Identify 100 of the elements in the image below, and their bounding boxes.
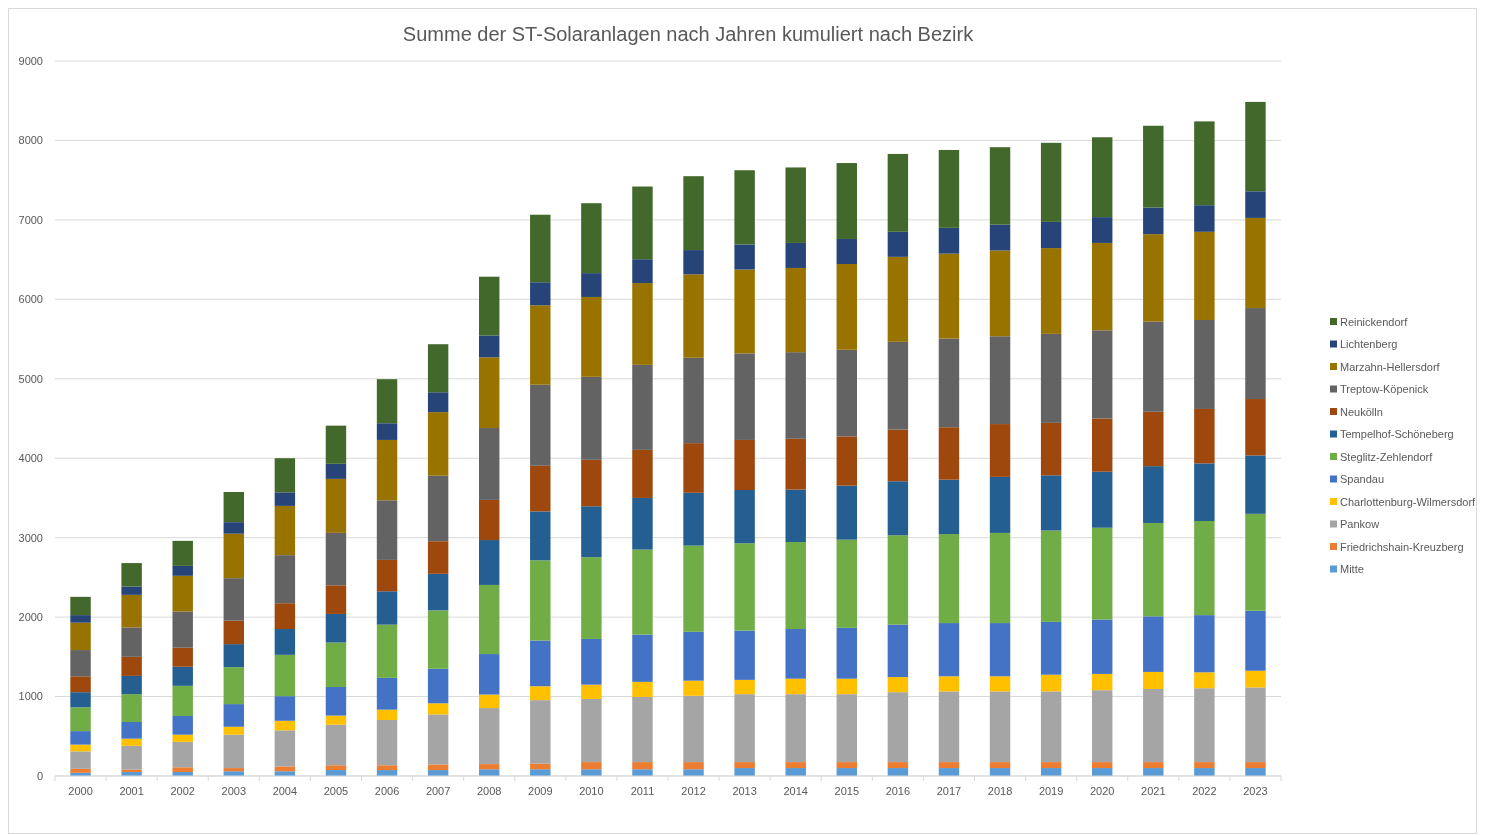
bar <box>836 678 858 695</box>
bar <box>683 695 704 763</box>
bar <box>1245 687 1266 763</box>
bar <box>274 505 296 556</box>
bar <box>989 623 1011 677</box>
bar <box>530 560 551 641</box>
bar <box>938 227 960 254</box>
bar <box>785 352 806 439</box>
bar <box>938 762 960 769</box>
bar <box>325 613 347 643</box>
bar <box>478 335 500 358</box>
bar <box>274 720 296 731</box>
bar <box>70 707 91 732</box>
bar <box>1040 530 1062 622</box>
legend-label: Spandau <box>1340 473 1385 486</box>
y-tick-label: 0 <box>36 769 43 782</box>
bar <box>1040 674 1062 692</box>
bar <box>1143 234 1164 322</box>
bar <box>70 676 91 693</box>
bar <box>989 336 1011 425</box>
bar <box>530 511 551 561</box>
bar <box>121 738 142 746</box>
bar <box>581 506 602 558</box>
y-tick-label: 1000 <box>18 690 43 703</box>
bar <box>1040 691 1062 763</box>
bar <box>223 522 245 534</box>
bar <box>478 428 500 500</box>
bar <box>172 647 193 667</box>
bar <box>121 594 142 628</box>
bar <box>581 698 602 763</box>
x-tick-label: 2016 <box>885 785 911 797</box>
bar <box>887 481 909 536</box>
bar <box>530 384 551 466</box>
bar <box>989 532 1011 624</box>
bar <box>274 458 296 493</box>
bar <box>683 274 704 358</box>
bar <box>478 694 500 709</box>
bar <box>938 479 960 535</box>
legend-label: Steglitz-Zehlendorf <box>1340 450 1434 463</box>
y-tick-label: 8000 <box>18 134 43 147</box>
bar <box>70 744 91 752</box>
bar <box>632 696 653 763</box>
bar <box>427 714 449 765</box>
bar <box>1245 762 1266 769</box>
bar <box>530 686 551 701</box>
bar <box>172 540 193 566</box>
bar <box>581 376 602 460</box>
bar <box>938 534 960 624</box>
bar <box>989 224 1011 251</box>
bar <box>1143 768 1164 776</box>
x-tick-label: 2018 <box>987 785 1013 797</box>
bar <box>172 565 193 576</box>
legend-label: Treptow-Köpenick <box>1340 383 1429 396</box>
bar <box>785 242 806 268</box>
chart-title: Summe der ST-Solaranlagen nach Jahren kumuliert nach Bezirk <box>402 23 975 45</box>
y-tick-label: 3000 <box>18 531 43 544</box>
bar <box>223 726 245 735</box>
bar <box>478 708 500 765</box>
bar <box>581 557 602 639</box>
bar <box>734 543 755 631</box>
bar <box>530 282 551 306</box>
bar <box>1194 672 1215 689</box>
bar <box>1245 513 1266 611</box>
bar <box>734 768 755 776</box>
bar <box>325 478 347 533</box>
bar <box>632 634 653 682</box>
bar <box>1194 408 1215 464</box>
legend-label: Mitte <box>1340 563 1364 576</box>
bar <box>1245 768 1266 776</box>
x-tick-label: 2014 <box>783 785 808 797</box>
legend-label: Neukölln <box>1340 405 1383 418</box>
y-tick-label: 2000 <box>18 610 43 623</box>
bar <box>734 439 755 490</box>
legend-label: Lichtenberg <box>1340 338 1398 351</box>
bar <box>478 357 500 429</box>
bar <box>121 627 142 657</box>
bar <box>223 704 245 727</box>
bar <box>887 692 909 763</box>
bar <box>1143 616 1164 672</box>
x-tick-label: 2004 <box>272 785 298 797</box>
bar <box>836 238 858 264</box>
bar <box>376 379 398 424</box>
bar <box>683 443 704 493</box>
bar <box>1143 207 1164 235</box>
bar <box>325 532 347 586</box>
bar <box>376 677 398 710</box>
bar <box>223 578 245 621</box>
bar <box>70 622 91 651</box>
bar <box>836 349 858 437</box>
x-tick-label: 2017 <box>936 785 962 797</box>
bar <box>683 762 704 770</box>
bar <box>376 423 398 440</box>
bar <box>530 465 551 512</box>
legend-label: Reinickendorf <box>1340 315 1409 328</box>
bar <box>1143 689 1164 763</box>
bar <box>325 715 347 725</box>
bar <box>478 584 500 655</box>
bar <box>581 762 602 770</box>
bar <box>1245 610 1266 671</box>
bar <box>632 681 653 697</box>
